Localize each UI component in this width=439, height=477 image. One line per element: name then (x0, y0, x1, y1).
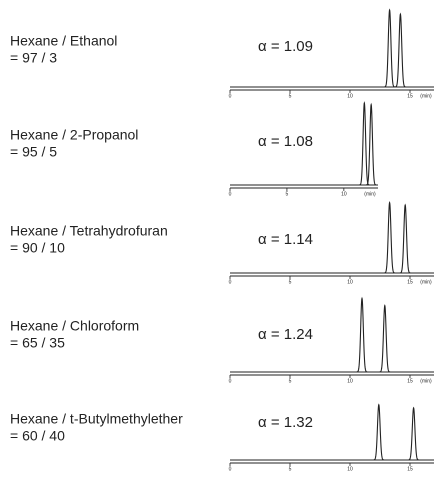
peak (395, 12, 406, 88)
x-tick-label: 0 (229, 93, 232, 99)
x-tick-label: 15 (407, 466, 413, 472)
solvent-label: Hexane / Tetrahydrofuran (10, 223, 168, 239)
peak (366, 102, 377, 186)
x-tick-label: 0 (229, 191, 232, 197)
x-axis-label: (min) (420, 93, 432, 99)
x-tick-label: 5 (289, 93, 292, 99)
x-tick-label: 10 (341, 191, 347, 197)
solvent-label: Hexane / t-Butylmethylether (10, 411, 183, 427)
solvent-ratio: = 90 / 10 (10, 240, 65, 256)
solvent-ratio: = 65 / 35 (10, 335, 65, 351)
alpha-label: α = 1.09 (258, 38, 313, 55)
x-tick-label: 0 (229, 279, 232, 285)
peak (384, 201, 395, 274)
peak (356, 296, 368, 373)
x-tick-label: 0 (229, 466, 232, 472)
alpha-label: α = 1.14 (258, 231, 313, 248)
x-axis-label: (min) (420, 378, 432, 384)
solvent-label: Hexane / 2-Propanol (10, 127, 138, 143)
peak (384, 8, 395, 88)
peak (379, 304, 391, 373)
x-tick-label: 10 (347, 378, 353, 384)
peak (359, 101, 370, 186)
x-axis-label: (min) (364, 191, 376, 197)
x-axis-label: (min) (420, 279, 432, 285)
alpha-label: α = 1.08 (258, 133, 313, 150)
solvent-ratio: = 60 / 40 (10, 428, 65, 444)
x-tick-label: 5 (289, 378, 292, 384)
x-tick-label: 10 (347, 466, 353, 472)
solvent-ratio: = 95 / 5 (10, 144, 57, 160)
x-tick-label: 10 (347, 93, 353, 99)
solvent-label: Hexane / Chloroform (10, 318, 139, 334)
x-tick-label: 15 (407, 279, 413, 285)
x-tick-label: 10 (347, 279, 353, 285)
x-tick-label: 15 (407, 93, 413, 99)
solvent-ratio: = 97 / 3 (10, 50, 57, 66)
solvent-label: Hexane / Ethanol (10, 33, 117, 49)
peak (408, 406, 419, 461)
x-tick-label: 0 (229, 378, 232, 384)
x-tick-label: 5 (286, 191, 289, 197)
alpha-label: α = 1.32 (258, 414, 313, 431)
x-tick-label: 5 (289, 466, 292, 472)
peak (373, 403, 385, 461)
x-tick-label: 15 (407, 378, 413, 384)
alpha-label: α = 1.24 (258, 326, 313, 343)
peak (399, 203, 411, 274)
x-tick-label: 5 (289, 279, 292, 285)
